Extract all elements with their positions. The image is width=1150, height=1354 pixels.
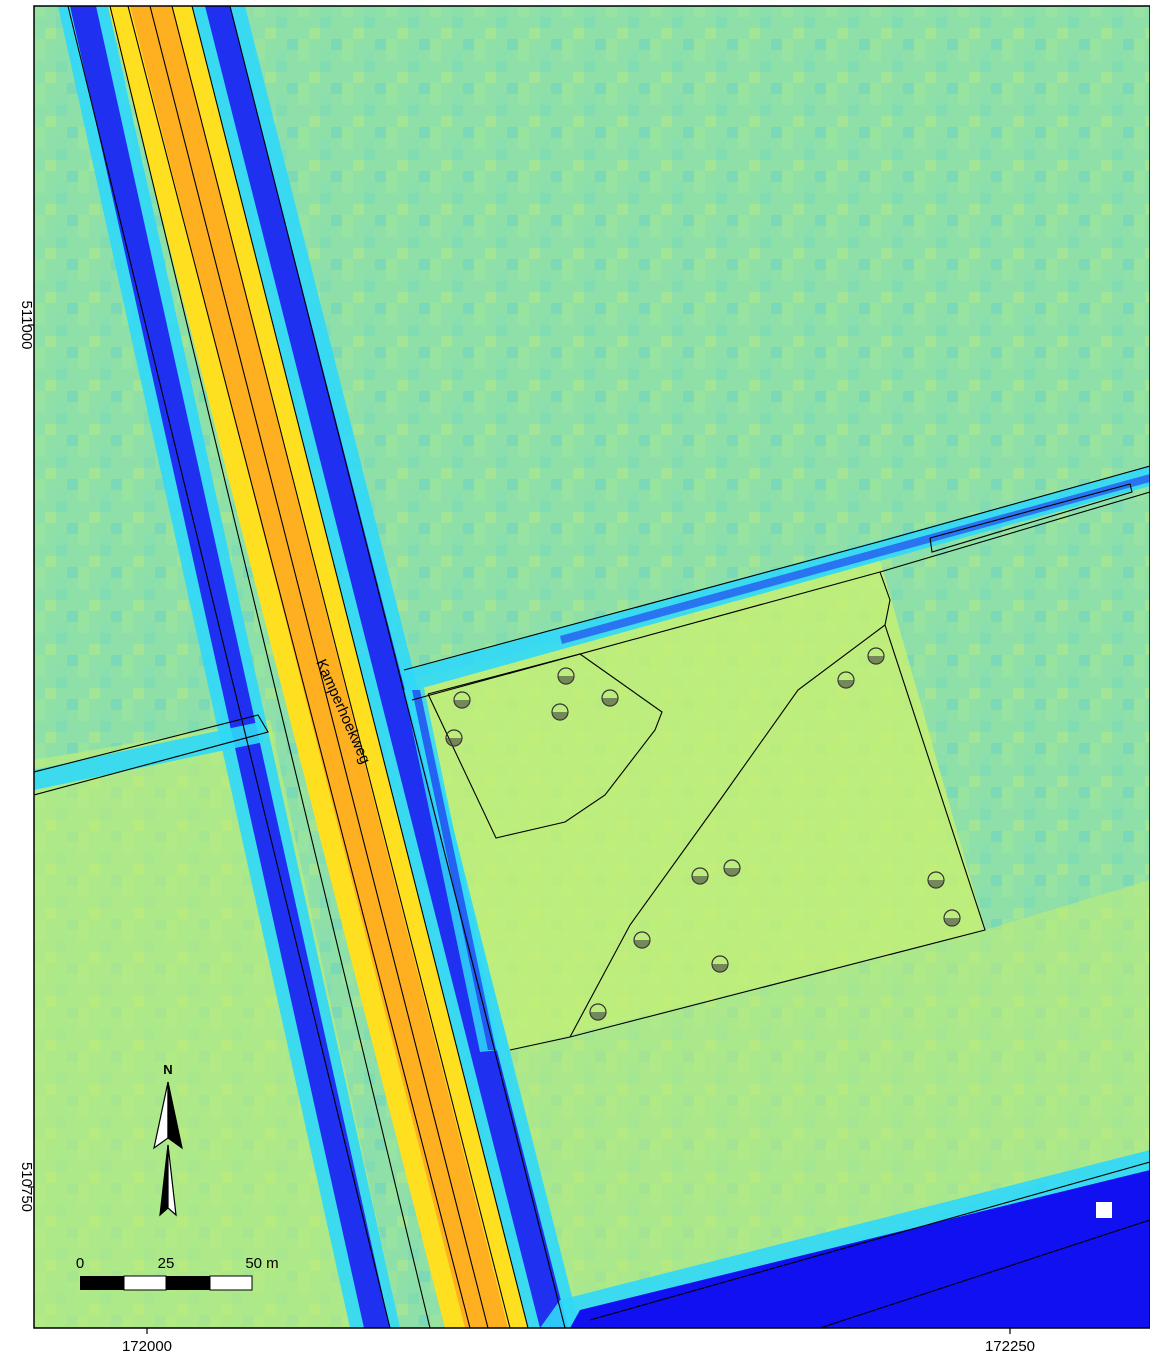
scale-segment-2	[123, 1275, 167, 1291]
marker-14	[589, 1003, 607, 1021]
x-tick-label-1: 172000	[122, 1338, 172, 1354]
x-tick-label-2: 172250	[985, 1338, 1035, 1354]
south-arrow-right-half	[167, 1144, 177, 1217]
marker-7	[837, 671, 855, 689]
y-tick-label-2: 510750	[18, 1162, 35, 1212]
water-body	[570, 1170, 1150, 1328]
scale-label-25: 25	[158, 1255, 175, 1272]
scale-segment-3	[166, 1276, 210, 1290]
map-frame	[33, 5, 1150, 1329]
marker-13	[711, 955, 729, 973]
marker-1	[557, 667, 575, 685]
marker-6	[867, 647, 885, 665]
field-area-lower-right	[510, 880, 1150, 1328]
marker-8	[691, 867, 709, 885]
y-tick-label-1: 511000	[18, 301, 35, 350]
marker-11	[943, 909, 961, 927]
marker-2	[453, 691, 471, 709]
scale-label-50: 50 m	[245, 1255, 278, 1272]
north-label: N	[163, 1062, 172, 1077]
marker-3	[601, 689, 619, 707]
marker-4	[551, 703, 569, 721]
scale-label-0: 0	[76, 1255, 84, 1272]
marker-9	[723, 859, 741, 877]
marker-5	[445, 729, 463, 747]
field-area-lower-left	[34, 720, 400, 1328]
north-arrow-right-half	[167, 1081, 183, 1150]
scale-bar: 0 25 50 m	[76, 1255, 279, 1291]
scale-segment-1	[80, 1276, 124, 1290]
ditch-side-northeast	[560, 474, 1150, 644]
marker-12	[633, 931, 651, 949]
north-arrow: N	[153, 1062, 183, 1217]
ditch-field-west	[412, 690, 496, 1050]
marker-group	[445, 647, 961, 1021]
raster-layer: Kamperhoekweg N 0 25 50 m	[34, 6, 1150, 1328]
ditch-side-west	[34, 722, 264, 790]
marker-10	[927, 871, 945, 889]
tick-marks	[28, 324, 1011, 1334]
scale-segment-4	[209, 1275, 253, 1291]
outline-lines	[34, 6, 1150, 1328]
nodata-cell	[1096, 1202, 1112, 1218]
